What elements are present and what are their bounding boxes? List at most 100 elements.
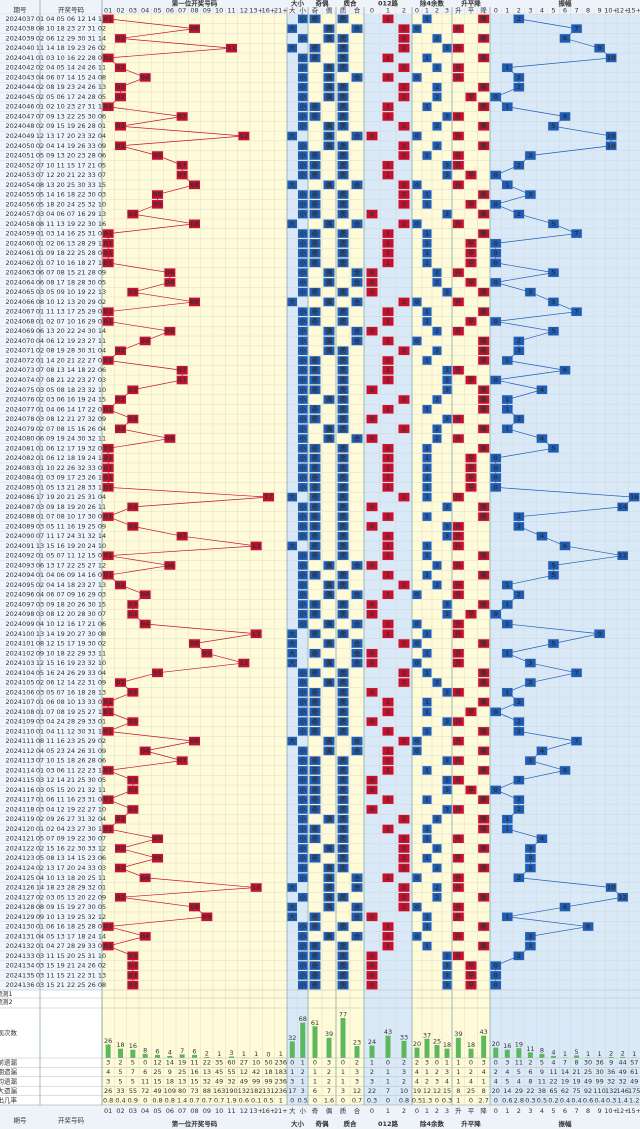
stat-value: 5 bbox=[505, 1078, 509, 1086]
hit-label: 0 bbox=[370, 386, 375, 394]
hit-marker bbox=[478, 570, 490, 580]
stat-value: 0.6 bbox=[583, 1096, 593, 1104]
count-bar bbox=[585, 1057, 591, 1058]
stat-value: 33 bbox=[116, 1087, 124, 1095]
hit-marker bbox=[382, 824, 394, 834]
hit-label: 奇 bbox=[312, 414, 319, 423]
hit-marker bbox=[478, 121, 490, 131]
column-label: 8 bbox=[586, 7, 590, 15]
counts-label: 出现次数 bbox=[0, 1028, 18, 1037]
draw-numbers: 02 03 05 13 20 22 09 bbox=[36, 893, 106, 901]
hit-label: 03 bbox=[128, 210, 137, 218]
hit-label: 02 bbox=[116, 83, 125, 91]
hit-marker bbox=[115, 395, 126, 404]
hit-label: 0 bbox=[370, 132, 375, 140]
hit-marker bbox=[412, 639, 422, 648]
hit-label: 质 bbox=[340, 355, 347, 364]
hit-marker bbox=[351, 902, 363, 912]
hit-marker bbox=[382, 375, 394, 385]
hit-label: 奇 bbox=[312, 199, 319, 208]
hit-marker bbox=[323, 873, 335, 883]
hit-label: 升 bbox=[455, 629, 462, 638]
hit-marker bbox=[478, 512, 490, 521]
hit-marker bbox=[189, 219, 200, 229]
hit-label: 2 bbox=[402, 844, 407, 852]
count-label: 0 bbox=[266, 1051, 270, 1059]
hit-marker bbox=[298, 200, 308, 209]
hit-label: 质 bbox=[340, 512, 347, 521]
period: 2024089 bbox=[6, 522, 35, 530]
hit-marker bbox=[478, 336, 490, 346]
draw-numbers: 03 09 18 20 26 30 15 bbox=[36, 600, 106, 608]
stat-value: 25 bbox=[467, 1087, 475, 1095]
hit-marker bbox=[432, 278, 442, 287]
stat-value: 49 bbox=[584, 1078, 592, 1086]
hit-marker bbox=[502, 912, 513, 922]
hit-label: 合 bbox=[353, 277, 361, 286]
hit-label: 升 bbox=[455, 560, 462, 569]
hit-label: 1 bbox=[386, 249, 391, 257]
hit-marker bbox=[412, 180, 422, 190]
draw-numbers: 01 03 10 16 22 28 07 bbox=[36, 54, 106, 62]
hit-marker bbox=[139, 746, 151, 756]
hit-label: 升 bbox=[455, 687, 462, 696]
hit-marker bbox=[478, 307, 490, 316]
hit-marker bbox=[309, 248, 321, 258]
stat-value: 12 bbox=[433, 1087, 441, 1095]
period: 2024123 bbox=[6, 854, 35, 862]
period: 2024131 bbox=[6, 932, 35, 940]
hit-label: 01 bbox=[104, 483, 114, 491]
hit-label: 质 bbox=[340, 463, 347, 472]
hit-marker bbox=[502, 688, 513, 697]
hit-marker bbox=[337, 570, 349, 580]
hit-label: 小 bbox=[299, 726, 307, 735]
stat-value: 5 bbox=[517, 1068, 521, 1076]
hit-label: 偶 bbox=[326, 873, 333, 882]
stat-value: 4 bbox=[106, 1068, 110, 1076]
stat-value: 13 bbox=[178, 1078, 186, 1086]
hit-marker bbox=[422, 239, 432, 248]
hit-marker bbox=[115, 82, 126, 92]
forecast-label: 预测2 bbox=[0, 997, 13, 1006]
draw-numbers: 03 08 12 21 27 32 09 bbox=[36, 415, 106, 423]
hit-label: 02 bbox=[116, 864, 125, 872]
column-label: 3 bbox=[445, 7, 449, 15]
draw-numbers: 02 15 16 22 30 33 12 bbox=[36, 844, 106, 852]
hit-marker bbox=[366, 688, 378, 697]
hit-marker bbox=[412, 219, 422, 229]
hit-label: 奇 bbox=[312, 834, 319, 843]
draw-numbers: 01 14 20 21 22 27 01 bbox=[36, 356, 106, 364]
hit-label: 小 bbox=[299, 434, 307, 443]
hit-label: 02 bbox=[116, 347, 125, 355]
hit-label: 奇 bbox=[312, 961, 319, 970]
hit-label: 质 bbox=[340, 63, 347, 72]
hit-label: 1 bbox=[386, 317, 391, 325]
hit-label: 降 bbox=[480, 765, 487, 774]
hit-marker bbox=[127, 971, 139, 980]
hit-marker bbox=[442, 287, 452, 297]
hit-label: 降 bbox=[480, 355, 487, 364]
hit-marker bbox=[309, 785, 321, 795]
hit-marker bbox=[412, 902, 422, 912]
draw-numbers: 03 05 15 20 21 32 11 bbox=[36, 786, 106, 794]
amplitude-line bbox=[494, 18, 636, 986]
hit-label: 质 bbox=[340, 492, 347, 501]
hit-label: 3 bbox=[528, 757, 533, 765]
stat-value: 4 bbox=[415, 1078, 419, 1086]
hit-label: 平 bbox=[468, 200, 475, 208]
hit-label: 大 bbox=[289, 658, 296, 667]
hit-label: 1 bbox=[386, 532, 391, 540]
hit-label: 降 bbox=[480, 843, 487, 852]
hit-label: 3 bbox=[445, 171, 450, 179]
hit-marker bbox=[298, 434, 308, 443]
hit-marker bbox=[298, 570, 308, 580]
hit-label: 奇 bbox=[312, 443, 319, 452]
hit-label: 平 bbox=[468, 474, 475, 482]
hit-label: 3 bbox=[445, 288, 450, 296]
hit-marker bbox=[337, 112, 349, 121]
hit-label: 2 bbox=[435, 269, 440, 277]
column-label: 升 bbox=[455, 6, 462, 15]
hit-label: 3 bbox=[445, 757, 450, 765]
hit-marker bbox=[382, 483, 394, 492]
